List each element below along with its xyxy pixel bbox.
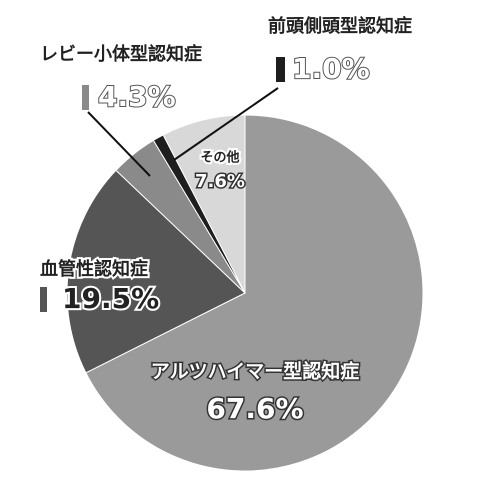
slice-label: 前頭側頭型認知症 — [268, 15, 412, 37]
legend-marker — [40, 287, 47, 312]
value-label: 19.5% — [62, 282, 159, 315]
leader-line — [173, 87, 279, 161]
slice-label: アルツハイマー型認知症 — [151, 360, 359, 383]
pie-slice — [162, 114, 246, 294]
legend-marker — [276, 57, 285, 82]
legend-marker — [82, 85, 89, 110]
leader-line — [87, 111, 151, 177]
slice-label: その他 — [200, 150, 239, 166]
slice-label: レビー小体型認知症 — [40, 43, 202, 65]
pie-slice — [66, 169, 246, 374]
value-label: 4.3% — [98, 80, 176, 113]
slice-label: 血管性認知症 — [40, 258, 148, 280]
value-label: 7.6% — [195, 171, 245, 192]
value-label: 67.6% — [206, 392, 303, 425]
pie-slice — [85, 114, 424, 472]
value-label: 1.0% — [292, 52, 370, 85]
